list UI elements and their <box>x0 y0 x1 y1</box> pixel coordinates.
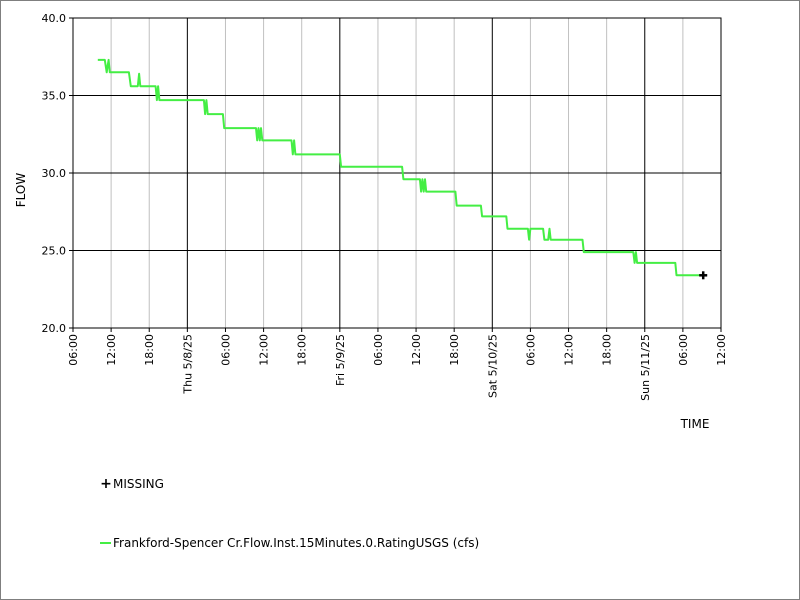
x-tick-label: 06:00 <box>677 334 690 366</box>
y-tick-label: 35.0 <box>42 90 67 103</box>
x-tick-label: 18:00 <box>601 334 614 366</box>
y-tick-label: 30.0 <box>42 167 67 180</box>
x-tick-label: 12:00 <box>715 334 728 366</box>
x-tick-label: 18:00 <box>143 334 156 366</box>
y-tick-label: 25.0 <box>42 245 67 258</box>
y-tick-label: 40.0 <box>42 12 67 25</box>
x-tick-label: 18:00 <box>296 334 309 366</box>
x-tick-label: 12:00 <box>410 334 423 366</box>
x-tick-label: 12:00 <box>563 334 576 366</box>
series-layer <box>97 58 708 280</box>
axes: 06:00 12:00 18:00 Thu 5/8/25 06:00 12:00 18:00… <box>42 12 729 401</box>
y-tick-label: 20.0 <box>42 322 67 335</box>
x-tick-label: Sat 5/10/25 <box>486 334 499 398</box>
legend-label-missing: MISSING <box>113 477 164 491</box>
x-tick-label: 06:00 <box>219 334 232 366</box>
x-tick-label: Fri 5/9/25 <box>334 334 347 386</box>
x-tick-label: 12:00 <box>258 334 271 366</box>
y-axis-label: FLOW <box>14 173 28 208</box>
plus-marker-icon: + <box>100 476 112 492</box>
x-tick-label: 06:00 <box>524 334 537 366</box>
x-tick-label: Sun 5/11/25 <box>639 334 652 401</box>
series-line-swatch-icon <box>100 542 111 544</box>
grid-lines <box>73 18 721 328</box>
x-tick-label: Thu 5/8/25 <box>181 334 194 395</box>
x-axis-label: TIME <box>680 417 710 431</box>
plot-area-border <box>72 17 722 329</box>
x-tick-label: 18:00 <box>448 334 461 366</box>
missing-marker <box>699 271 708 280</box>
x-tick-label: 06:00 <box>67 334 80 366</box>
series-line <box>97 58 704 277</box>
legend-label-series: Frankford-Spencer Cr.Flow.Inst.15Minutes… <box>113 536 480 550</box>
x-tick-label: 12:00 <box>105 334 118 366</box>
x-tick-label: 06:00 <box>372 334 385 366</box>
legend-item-missing: + MISSING <box>100 476 164 492</box>
legend-item-series: Frankford-Spencer Cr.Flow.Inst.15Minutes… <box>100 536 479 550</box>
